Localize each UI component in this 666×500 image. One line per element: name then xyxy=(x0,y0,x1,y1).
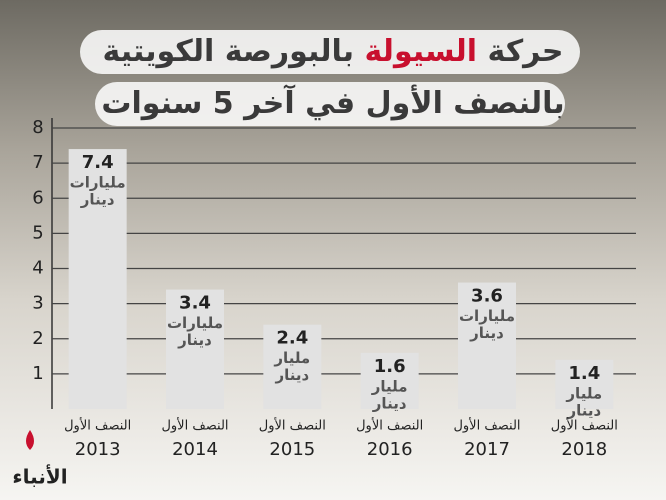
value-label: 3.6 xyxy=(471,286,503,307)
chart-title: بالنصف الأول في آخر 5 سنوات xyxy=(101,84,564,121)
x-tick-label: 2018 xyxy=(561,439,607,460)
x-tick-prefix: النصف الأول xyxy=(259,417,326,434)
title-part: بالبورصة الكويتية xyxy=(103,34,355,69)
y-tick-label: 3 xyxy=(32,293,43,314)
x-tick-label: 2013 xyxy=(75,439,121,460)
unit-label: مليارات xyxy=(70,174,126,192)
value-label: 2.4 xyxy=(276,328,308,349)
x-tick-label: 2014 xyxy=(172,439,218,460)
unit-label: مليار xyxy=(371,377,408,395)
y-tick-label: 1 xyxy=(32,363,43,384)
y-tick-label: 2 xyxy=(32,328,43,349)
unit-label: دينار xyxy=(80,191,115,209)
x-tick-prefix: النصف الأول xyxy=(356,417,423,434)
x-tick-prefix: النصف الأول xyxy=(64,417,131,434)
logo-text: الأنباء xyxy=(12,464,67,489)
unit-label: دينار xyxy=(372,394,407,412)
unit-label: مليارات xyxy=(459,307,515,325)
bar xyxy=(458,282,516,409)
x-tick-prefix: النصف الأول xyxy=(453,417,520,434)
bar xyxy=(555,359,614,409)
bar xyxy=(360,352,419,409)
value-label: 1.6 xyxy=(374,356,406,377)
x-tick-prefix: النصف الأول xyxy=(161,417,228,434)
x-tick-label: 2017 xyxy=(464,439,510,460)
unit-label: مليار xyxy=(565,384,602,402)
y-tick-label: 8 xyxy=(32,117,43,138)
y-tick-label: 4 xyxy=(32,258,43,279)
y-tick-label: 5 xyxy=(32,222,43,243)
unit-label: دينار xyxy=(177,331,212,349)
unit-label: دينار xyxy=(274,366,309,384)
value-label: 3.4 xyxy=(179,293,211,314)
unit-label: دينار xyxy=(566,401,601,419)
value-label: 7.4 xyxy=(82,152,114,173)
logo-flame xyxy=(26,430,34,450)
title-part: بالنصف الأول في آخر 5 سنوات xyxy=(101,84,564,121)
y-tick-label: 7 xyxy=(32,152,43,173)
title-part: السيولة xyxy=(364,34,477,69)
title-part: حركة xyxy=(488,34,564,69)
value-label: 1.4 xyxy=(568,363,600,384)
x-tick-prefix: النصف الأول xyxy=(551,417,618,434)
unit-label: مليارات xyxy=(167,314,223,332)
logo: الأنباء xyxy=(12,430,68,489)
x-tick-label: 2016 xyxy=(367,439,413,460)
bar xyxy=(68,149,127,409)
y-tick-label: 6 xyxy=(32,187,43,208)
title-band xyxy=(80,30,580,74)
bar xyxy=(263,324,322,409)
unit-label: دينار xyxy=(469,324,504,342)
title-band xyxy=(95,82,565,126)
unit-label: مليار xyxy=(273,349,310,367)
bar xyxy=(166,289,224,409)
x-tick-label: 2015 xyxy=(269,439,315,460)
chart-title: حركة السيولة بالبورصة الكويتية xyxy=(103,34,564,69)
